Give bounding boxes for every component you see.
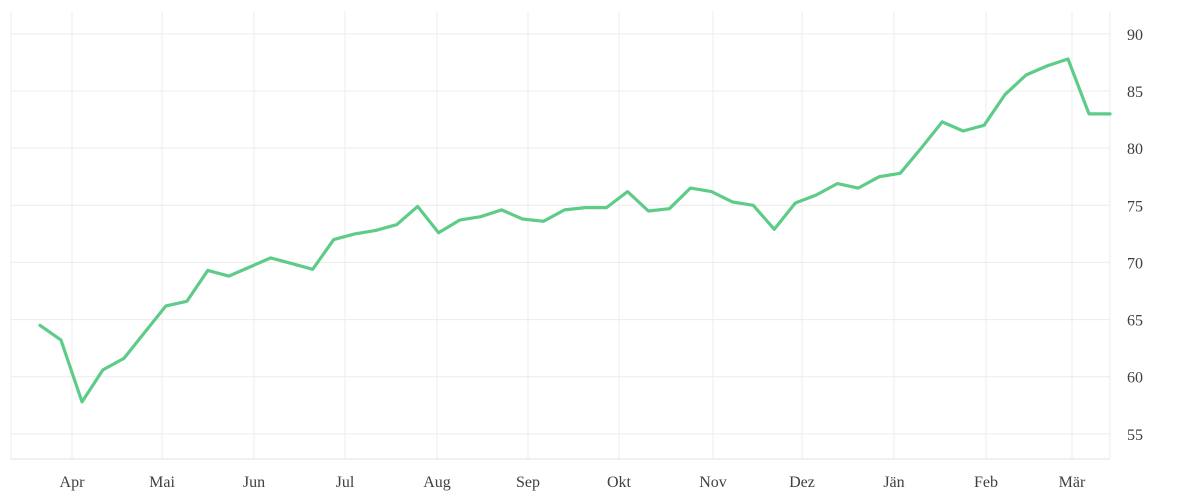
y-tick-label: 70 bbox=[1127, 255, 1143, 272]
y-axis-value-labels: 55 60 65 70 75 80 85 90 bbox=[1127, 27, 1143, 444]
y-tick-label: 80 bbox=[1127, 141, 1143, 158]
x-tick-label: Mai bbox=[149, 474, 175, 491]
x-tick-label: Nov bbox=[699, 474, 727, 491]
y-tick-label: 85 bbox=[1127, 84, 1143, 101]
y-tick-label: 60 bbox=[1127, 370, 1143, 387]
x-tick-label: Apr bbox=[60, 474, 86, 491]
x-tick-label: Jul bbox=[336, 474, 355, 491]
x-axis-month-labels: Apr Mai Jun Jul Aug Sep Okt Nov Dez Jän Feb Mär bbox=[60, 474, 1086, 491]
y-tick-label: 55 bbox=[1127, 427, 1143, 444]
x-tick-label: Dez bbox=[789, 474, 815, 491]
y-tick-label: 65 bbox=[1127, 313, 1143, 330]
horizontal-gridlines bbox=[11, 33, 1110, 460]
x-tick-label: Mär bbox=[1059, 474, 1086, 491]
x-tick-label: Okt bbox=[607, 474, 632, 491]
x-tick-label: Aug bbox=[423, 474, 451, 491]
x-tick-label: Jän bbox=[883, 474, 904, 491]
x-tick-label: Feb bbox=[974, 474, 998, 491]
y-tick-label: 75 bbox=[1127, 198, 1143, 215]
y-tick-label: 90 bbox=[1127, 27, 1143, 44]
x-tick-label: Sep bbox=[516, 474, 540, 491]
x-tick-label: Jun bbox=[243, 474, 265, 491]
vertical-gridlines bbox=[10, 11, 1111, 459]
series-line bbox=[38, 57, 1112, 404]
